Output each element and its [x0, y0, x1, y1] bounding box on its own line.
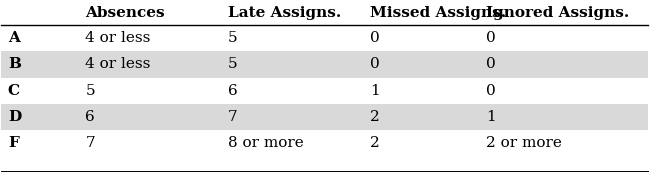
Text: 4 or less: 4 or less: [86, 31, 151, 45]
Bar: [1, 51, 648, 78]
Text: Absences: Absences: [86, 6, 165, 20]
Text: 0: 0: [486, 31, 496, 45]
Text: Ignored Assigns.: Ignored Assigns.: [486, 6, 629, 20]
Text: Late Assigns.: Late Assigns.: [228, 6, 341, 20]
Text: A: A: [8, 31, 20, 45]
Bar: [1, 104, 648, 130]
Text: 2: 2: [370, 136, 380, 150]
Text: 5: 5: [228, 57, 237, 71]
Text: Missed Assigns.: Missed Assigns.: [370, 6, 506, 20]
Text: C: C: [8, 84, 20, 98]
Text: 0: 0: [486, 57, 496, 71]
Text: F: F: [8, 136, 19, 150]
Text: 5: 5: [228, 31, 237, 45]
Text: 8 or more: 8 or more: [228, 136, 303, 150]
Text: 7: 7: [86, 136, 95, 150]
Text: 2 or more: 2 or more: [486, 136, 562, 150]
Text: D: D: [8, 110, 21, 124]
Text: 1: 1: [486, 110, 496, 124]
Text: 4 or less: 4 or less: [86, 57, 151, 71]
Text: 7: 7: [228, 110, 237, 124]
Text: 0: 0: [370, 57, 380, 71]
Text: 0: 0: [370, 31, 380, 45]
Text: 5: 5: [86, 84, 95, 98]
Text: 0: 0: [486, 84, 496, 98]
Text: 6: 6: [86, 110, 95, 124]
Text: B: B: [8, 57, 21, 71]
Text: 6: 6: [228, 84, 238, 98]
Text: 2: 2: [370, 110, 380, 124]
Text: 1: 1: [370, 84, 380, 98]
